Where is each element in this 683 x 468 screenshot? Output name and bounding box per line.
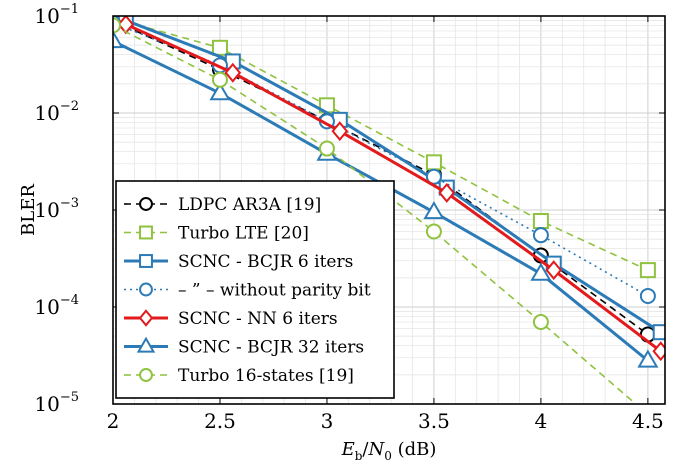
- data-point: [318, 140, 335, 157]
- legend-label: SCNC - BCJR 32 iters: [178, 338, 364, 358]
- data-point: [425, 223, 442, 240]
- legend-marker: [138, 309, 154, 327]
- data-point: [637, 349, 659, 368]
- legend-marker: [139, 368, 153, 382]
- series-line: [125, 22, 662, 353]
- legend-marker: [136, 336, 156, 353]
- legend: LDPC AR3A [19] Turbo LTE [20] SCNC - BCJR …: [115, 180, 395, 399]
- legend-item: Turbo LTE [20]: [124, 224, 309, 244]
- data-point: [652, 341, 665, 362]
- series-line: [113, 22, 649, 297]
- data-point: [211, 39, 228, 56]
- ticks: 2 2.5 3 3.5 4 4.5 10−1 10−2 10−3 10−4 10−5: [34, 2, 665, 433]
- series-4: [117, 16, 665, 362]
- y-tick-label: 10−5: [34, 390, 79, 416]
- data-point: [639, 262, 656, 279]
- data-point: [209, 82, 231, 101]
- y-tick-label: 10−4: [34, 293, 79, 319]
- series-layer: [113, 16, 665, 404]
- y-tick-label: 10−3: [34, 196, 79, 222]
- x-tick-label: 2.5: [204, 409, 236, 433]
- data-point: [423, 200, 445, 220]
- data-point: [652, 324, 665, 341]
- data-point: [211, 71, 228, 88]
- legend-item: – ” – without parity bit: [124, 281, 371, 301]
- data-point: [532, 227, 549, 244]
- series-1: [113, 16, 656, 279]
- legend-box: [115, 180, 395, 399]
- legend-item: SCNC - BCJR 32 iters: [124, 336, 364, 358]
- legend-marker: [139, 282, 153, 297]
- data-point: [224, 62, 242, 83]
- x-tick-label: 4.5: [632, 409, 664, 433]
- data-point: [438, 182, 456, 203]
- data-point: [113, 17, 121, 34]
- legend-item: Turbo 16-states [19]: [124, 366, 354, 386]
- legend-label: Turbo 16-states [19]: [178, 366, 354, 386]
- legend-label: – ” – without parity bit: [178, 281, 371, 301]
- legend-marker: [139, 225, 153, 240]
- legend-marker: [139, 197, 153, 211]
- data-point: [532, 213, 549, 230]
- series-line: [113, 19, 649, 336]
- data-point: [331, 121, 349, 142]
- y-tick-label: 10−2: [34, 99, 79, 125]
- legend-item: LDPC AR3A [19]: [124, 195, 321, 215]
- data-point: [532, 314, 549, 331]
- data-point: [530, 262, 552, 281]
- legend-label: SCNC - NN 6 iters: [178, 309, 338, 329]
- data-point: [639, 287, 656, 304]
- x-tick-label: 3: [321, 409, 334, 433]
- legend-marker: [139, 254, 153, 268]
- legend-label: Turbo LTE [20]: [178, 224, 309, 244]
- legend-label: SCNC - BCJR 6 iters: [178, 252, 353, 272]
- data-point: [425, 154, 442, 171]
- x-tick-label: 2: [107, 409, 120, 433]
- y-tick-label: 10−1: [34, 2, 79, 28]
- series-line: [125, 19, 662, 334]
- x-axis-label: Eb/N0 (dB): [341, 439, 437, 463]
- data-point: [545, 260, 563, 281]
- data-point: [113, 29, 124, 49]
- legend-item: SCNC - BCJR 6 iters: [124, 252, 353, 272]
- legend-label: LDPC AR3A [19]: [178, 195, 321, 215]
- x-tick-label: 3.5: [418, 409, 450, 433]
- x-tick-label: 4: [535, 409, 548, 433]
- y-axis-label: BLER: [18, 184, 39, 236]
- series-line: [113, 17, 649, 271]
- legend-item: SCNC - NN 6 iters: [124, 309, 338, 329]
